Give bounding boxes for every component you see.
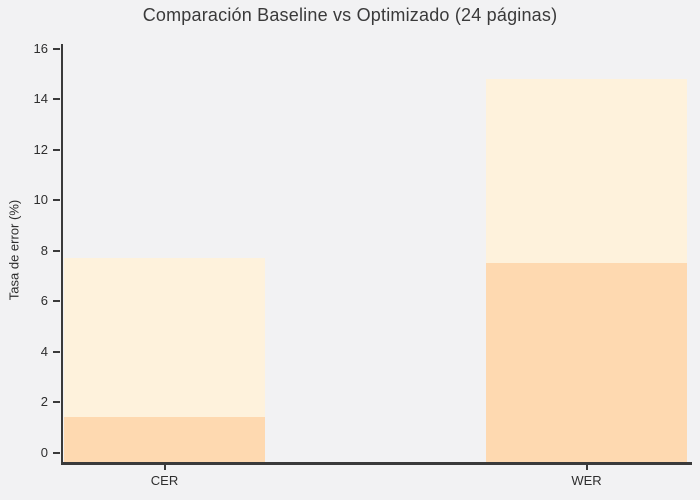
plot-area <box>63 44 692 462</box>
x-tick-mark-cer <box>163 465 166 470</box>
y-tick-label-16: 16 <box>33 40 48 56</box>
y-tick-mark-16 <box>53 47 60 50</box>
x-axis-spine <box>61 462 692 465</box>
y-axis-spine <box>61 44 63 465</box>
y-tick-label-2: 2 <box>40 394 48 409</box>
y-tick-label-12: 12 <box>33 141 48 157</box>
y-tick-mark-2 <box>53 401 60 403</box>
y-tick-mark-12 <box>53 148 60 151</box>
y-tick-mark-0 <box>53 451 60 454</box>
y-tick-mark-8 <box>53 249 60 252</box>
y-tick-mark-14 <box>53 98 60 100</box>
y-tick-label-4: 4 <box>40 343 48 359</box>
x-tick-label-wer: WER <box>571 473 602 488</box>
y-tick-label-10: 10 <box>33 192 48 207</box>
chart-title: Comparación Baseline vs Optimizado (24 p… <box>142 5 558 25</box>
y-tick-mark-10 <box>53 199 60 201</box>
y-tick-label-8: 8 <box>40 242 48 258</box>
x-tick-label-cer: CER <box>150 473 179 488</box>
y-tick-mark-6 <box>53 300 60 302</box>
y-tick-label-6: 6 <box>40 293 48 308</box>
bar-optimizado-cer <box>64 417 265 462</box>
bar-optimizado-wer <box>486 263 687 462</box>
y-tick-label-0: 0 <box>40 444 48 460</box>
y-tick-label-14: 14 <box>33 91 48 106</box>
y-tick-mark-4 <box>53 350 60 353</box>
x-tick-mark-wer <box>585 465 588 470</box>
